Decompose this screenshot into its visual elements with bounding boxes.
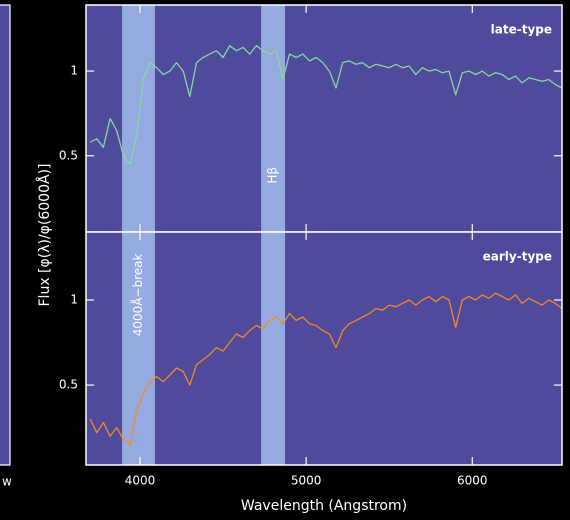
- band-label: 4000Å−break: [130, 253, 145, 336]
- y-tick-label: 0.5: [59, 148, 78, 162]
- panel-label: late-type: [491, 23, 552, 37]
- shaded-band: [122, 232, 155, 465]
- spectrum-line: [89, 45, 563, 165]
- plot-frame: [85, 231, 563, 466]
- shaded-band: [261, 232, 286, 465]
- plot-area: [86, 232, 562, 465]
- plot-area: [86, 5, 562, 232]
- shaded-band: [261, 5, 286, 232]
- y-axis-label: Flux [φ(λ)/φ(6000Å)]: [36, 163, 53, 306]
- x-tick-label: 6000: [457, 474, 488, 488]
- band-label: Hβ: [266, 167, 280, 184]
- y-tick-label: 1: [70, 64, 78, 78]
- y-tick-label: 0.5: [59, 378, 78, 392]
- panel-label: early-type: [483, 250, 552, 264]
- cropped-label: w: [2, 475, 12, 489]
- x-axis-label: Wavelength (Angstrom): [241, 498, 407, 514]
- cropped-panel: [0, 4, 11, 466]
- x-tick-label: 5000: [291, 474, 322, 488]
- y-tick-label: 1: [70, 293, 78, 307]
- spectrum-line: [89, 292, 563, 446]
- x-tick-label: 4000: [125, 474, 156, 488]
